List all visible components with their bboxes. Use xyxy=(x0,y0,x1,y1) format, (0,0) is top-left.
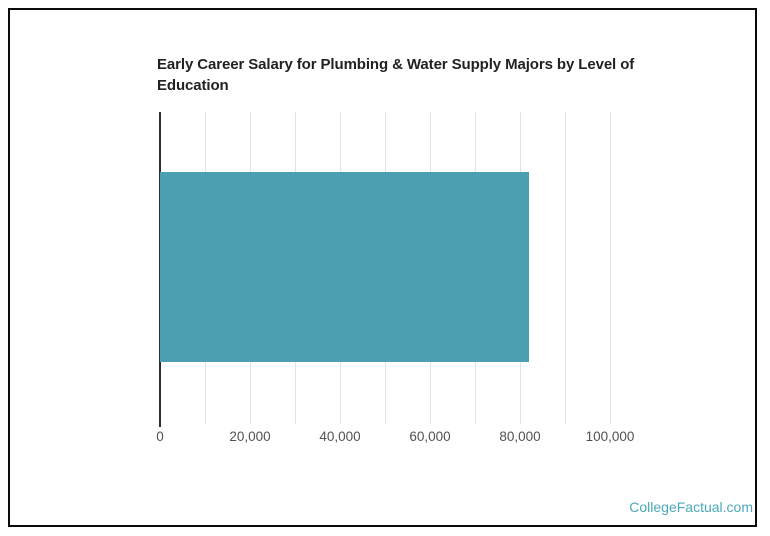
chart-title: Early Career Salary for Plumbing & Water… xyxy=(157,56,635,94)
x-tick-label: 60,000 xyxy=(409,429,451,444)
collegefactual-watermark-link[interactable]: CollegeFactual.com xyxy=(629,499,753,515)
plot-area xyxy=(159,112,611,427)
x-tick-label: 80,000 xyxy=(499,429,541,444)
salary-bar[interactable] xyxy=(160,172,529,362)
x-tick-label: 0 xyxy=(156,429,164,444)
x-tick-label: 100,000 xyxy=(585,429,635,444)
gridline xyxy=(610,112,611,424)
x-tick-label: 40,000 xyxy=(319,429,361,444)
x-tick-label: 20,000 xyxy=(229,429,271,444)
x-axis-labels: 0 20,000 40,000 60,000 80,000 100,000 xyxy=(156,429,634,445)
gridline xyxy=(565,112,566,424)
